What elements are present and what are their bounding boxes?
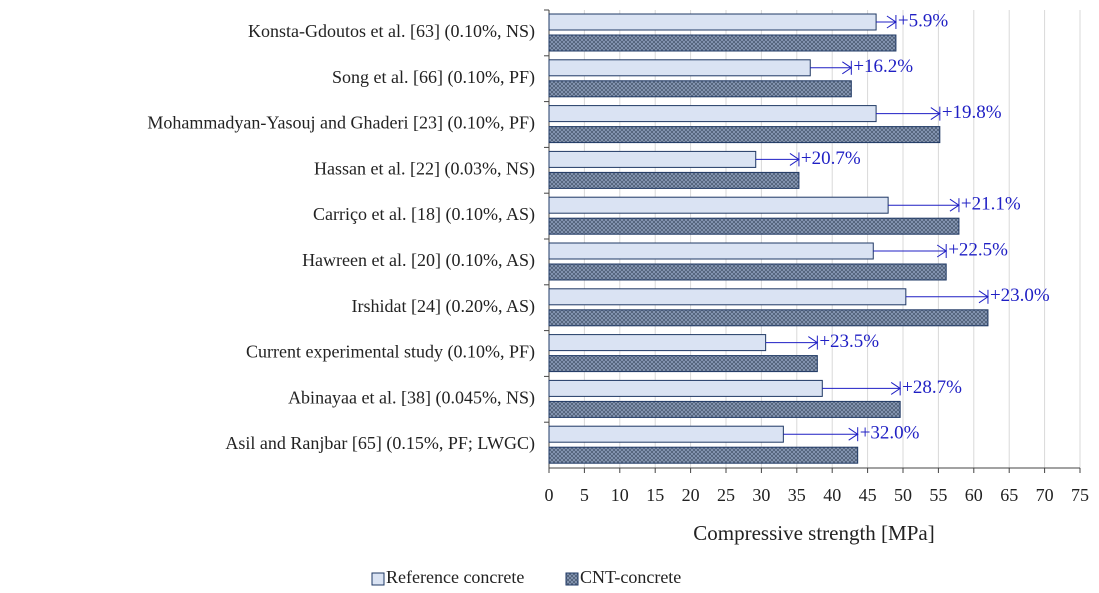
bar	[548, 105, 877, 123]
legend-swatch	[371, 572, 385, 586]
x-tick-label: 25	[717, 485, 735, 505]
bar	[548, 150, 757, 168]
data-label: +23.0%	[990, 285, 1050, 306]
data-label: +20.7%	[801, 148, 861, 169]
y-tick-label: Hassan et al. [22] (0.03%, NS)	[314, 158, 535, 179]
bar	[548, 288, 907, 306]
bar	[548, 126, 941, 144]
data-label: +28.7%	[902, 377, 962, 398]
data-label: +5.9%	[898, 10, 948, 31]
x-tick-label: 15	[646, 485, 664, 505]
bar	[548, 171, 800, 189]
bar	[548, 34, 897, 52]
data-label: +21.1%	[961, 194, 1021, 215]
bar	[548, 334, 767, 352]
x-tick-label: 65	[1000, 485, 1018, 505]
bar	[548, 196, 889, 214]
bar	[548, 425, 784, 443]
y-tick-label: Irshidat [24] (0.20%, AS)	[352, 296, 535, 317]
x-tick-label: 45	[859, 485, 877, 505]
bar	[548, 355, 818, 373]
bar	[548, 446, 859, 464]
bar	[548, 217, 960, 235]
x-tick-label: 20	[682, 485, 700, 505]
x-tick-label: 35	[788, 485, 806, 505]
y-tick-label: Carriço et al. [18] (0.10%, AS)	[313, 204, 535, 225]
x-tick-label: 10	[611, 485, 629, 505]
x-tick-label: 50	[894, 485, 912, 505]
bar	[548, 309, 989, 327]
y-tick-label: Current experimental study (0.10%, PF)	[246, 342, 535, 363]
bar	[548, 59, 811, 77]
y-tick-label: Abinayaa et al. [38] (0.045%, NS)	[288, 387, 535, 408]
legend-label: Reference concrete	[386, 567, 524, 587]
bar	[548, 80, 852, 98]
x-tick-label: 55	[929, 485, 947, 505]
x-tick-label: 5	[580, 485, 589, 505]
x-tick-label: 60	[965, 485, 983, 505]
data-label: +32.0%	[860, 423, 920, 444]
x-tick-label: 75	[1071, 485, 1089, 505]
x-axis-title: Compressive strength [MPa]	[693, 521, 934, 545]
x-tick-label: 70	[1036, 485, 1054, 505]
legend-swatch	[565, 572, 579, 586]
bar	[548, 263, 947, 281]
legend-label: CNT-concrete	[580, 567, 681, 587]
x-tick-label: 30	[752, 485, 770, 505]
data-label: +22.5%	[948, 239, 1008, 260]
data-label: +19.8%	[942, 102, 1002, 123]
bar	[548, 242, 874, 260]
x-tick-label: 40	[823, 485, 841, 505]
y-tick-label: Hawreen et al. [20] (0.10%, AS)	[302, 250, 535, 271]
y-tick-label: Song et al. [66] (0.10%, PF)	[332, 67, 535, 88]
bar	[548, 379, 823, 397]
y-tick-label: Asil and Ranjbar [65] (0.15%, PF; LWGC)	[225, 433, 535, 454]
bar	[548, 400, 901, 418]
x-tick-label: 0	[545, 485, 554, 505]
data-label: +16.2%	[853, 56, 913, 77]
data-label: +23.5%	[819, 331, 879, 352]
y-tick-label: Konsta-Gdoutos et al. [63] (0.10%, NS)	[248, 21, 535, 42]
bar	[548, 13, 877, 31]
y-tick-label: Mohammadyan-Yasouj and Ghaderi [23] (0.1…	[147, 113, 535, 134]
